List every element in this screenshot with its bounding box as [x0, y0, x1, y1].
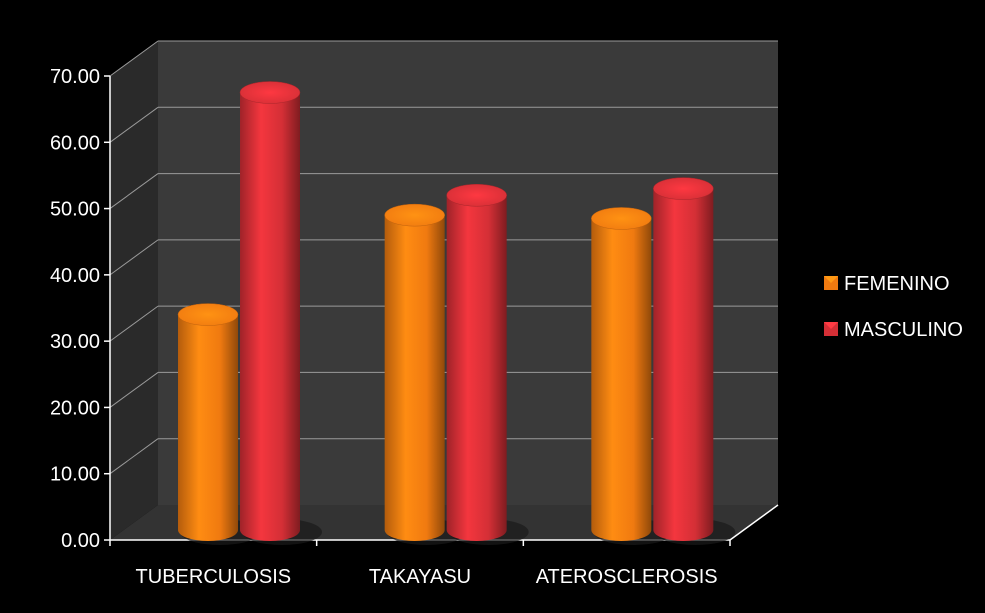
bar-top	[591, 207, 652, 230]
bar-body	[178, 314, 238, 541]
legend-item-femenino: FEMENINO	[824, 273, 950, 295]
gridline-side	[109, 40, 159, 77]
legend-item-masculino: MASCULINO	[824, 319, 963, 341]
bar-top	[177, 303, 239, 326]
bar-top	[384, 203, 445, 227]
legend-swatch-highlight	[824, 322, 838, 329]
y-tick-label: 40.00	[50, 265, 100, 287]
gridline-side	[109, 239, 159, 276]
gridline-side	[109, 438, 159, 475]
bar-body	[384, 215, 445, 541]
x-category-label: TUBERCULOSIS	[136, 566, 292, 588]
legend-label: FEMENINO	[844, 273, 950, 295]
y-tick-label: 10.00	[50, 464, 100, 486]
gridline-side	[109, 106, 159, 143]
y-tick-label: 0.00	[61, 530, 100, 552]
bar-body	[591, 218, 652, 541]
legend: FEMENINO MASCULINO	[824, 273, 963, 341]
bar-body	[653, 188, 714, 541]
bar-body	[446, 195, 507, 541]
floor-edge-line	[729, 504, 779, 541]
bar-masculino-tuberculosis	[239, 81, 322, 545]
x-category-label: ATEROSCLEROSIS	[536, 566, 718, 588]
y-tick-label: 60.00	[50, 132, 100, 154]
side-wall	[110, 41, 158, 540]
gridline-side	[109, 305, 159, 342]
y-tick-label: 30.00	[50, 331, 100, 353]
gridline-side	[109, 372, 159, 408]
y-tick-label: 50.00	[50, 199, 100, 221]
x-category-label: TAKAYASU	[369, 566, 471, 588]
gridline-side	[109, 173, 159, 209]
bar-top	[239, 81, 301, 104]
y-axis-ticks: 0.00 10.00 20.00 30.00 40.00 50.00 60.00 70.00	[50, 66, 100, 552]
bar-top	[653, 177, 714, 200]
legend-swatch-highlight	[824, 276, 838, 283]
y-tick-label: 20.00	[50, 397, 100, 419]
bar-masculino-aterosclerosis	[653, 177, 736, 545]
bars	[177, 81, 736, 545]
bar-top	[446, 184, 507, 207]
bar-masculino-takayasu	[446, 184, 529, 545]
bar-body	[240, 92, 300, 541]
x-axis-categories: TUBERCULOSIS TAKAYASU ATEROSCLEROSIS	[136, 566, 718, 588]
y-tick-label: 70.00	[50, 66, 100, 88]
legend-label: MASCULINO	[844, 319, 963, 341]
